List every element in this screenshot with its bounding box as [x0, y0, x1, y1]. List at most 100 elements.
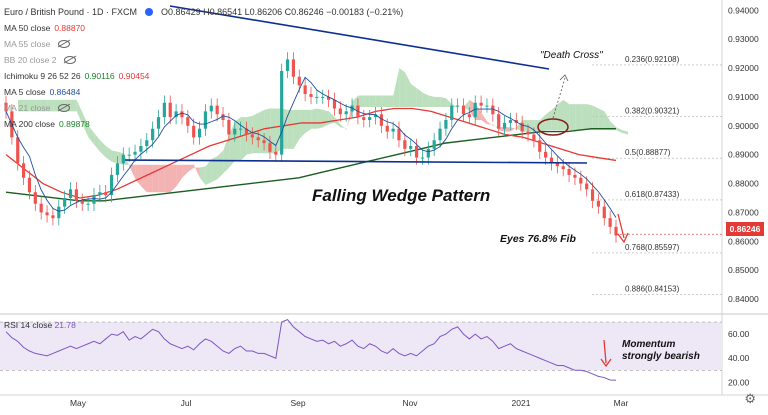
candle-body — [156, 117, 161, 129]
y-tick-label: 0.93000 — [728, 34, 759, 44]
ichimoku-cloud-segment — [410, 83, 417, 108]
ichimoku-cloud-segment — [135, 164, 142, 187]
ichimoku-cloud-segment — [487, 121, 494, 126]
ichimoku-cloud-segment — [557, 99, 564, 131]
y-tick-label: 0.91000 — [728, 92, 759, 102]
candle-body — [39, 203, 43, 213]
hidden-eye-icon[interactable] — [64, 56, 77, 64]
candle-body — [285, 59, 290, 71]
x-tick-label: Sep — [290, 398, 305, 408]
ichimoku-cloud-segment — [598, 108, 605, 131]
indicator-ma200[interactable]: MA 200 close 0.89878 — [4, 116, 403, 132]
candle-body — [115, 163, 120, 175]
ichimoku-cloud-segment — [170, 164, 177, 193]
ichimoku-cloud-segment — [100, 140, 106, 158]
indicator-ma50[interactable]: MA 50 close 0.88870 — [4, 20, 403, 36]
candle-body — [21, 163, 26, 178]
ichimoku-cloud-segment — [317, 108, 323, 129]
ichimoku-cloud-segment — [616, 127, 623, 134]
ohlc-values: O0.86429 H0.86541 L0.86206 C0.86246 −0.0… — [161, 6, 404, 17]
ichimoku-cloud-segment — [575, 104, 582, 131]
ichimoku-cloud-segment — [393, 68, 400, 108]
candle-body — [590, 189, 595, 201]
symbol-title[interactable]: Euro / British Pound · 1D · FXCM — [4, 6, 138, 17]
candle-body — [168, 102, 172, 118]
rsi-legend[interactable]: RSI 14 close 21.78 — [4, 320, 76, 330]
ichimoku-cloud-segment — [211, 156, 218, 183]
candle-body — [250, 134, 254, 138]
ichimoku-cloud-segment — [540, 114, 546, 132]
gear-icon[interactable]: ⚙ — [744, 391, 756, 406]
candle-body — [121, 154, 125, 164]
ichimoku-cloud-segment — [334, 117, 341, 128]
candle-body — [127, 154, 131, 156]
ichimoku-cloud-segment — [504, 127, 511, 132]
ichimoku-cloud-segment — [434, 96, 441, 108]
indicator-label: MA 200 close — [4, 118, 56, 129]
ichimoku-cloud-segment — [622, 130, 628, 135]
candle-body — [432, 140, 436, 149]
ichimoku-cloud-segment — [387, 95, 394, 108]
ichimoku-cloud-segment — [493, 124, 499, 131]
candle-body — [256, 137, 260, 141]
ichimoku-cloud-segment — [287, 109, 294, 149]
indicator-ichimoku[interactable]: Ichimoku 9 26 52 26 0.90116 0.90454 — [4, 68, 403, 84]
candle-body — [532, 134, 536, 141]
ichimoku-cloud-segment — [70, 99, 77, 112]
y-tick-label: 0.92000 — [728, 63, 759, 73]
x-tick-label: 2021 — [512, 398, 531, 408]
candle-body — [180, 111, 184, 118]
candle-body — [227, 120, 231, 135]
candle-body — [456, 105, 460, 107]
momentum-arrow — [603, 339, 607, 364]
candle-body — [303, 85, 307, 95]
candle-body — [362, 117, 366, 121]
ichimoku-cloud-segment — [381, 95, 388, 108]
candle-body — [467, 114, 471, 118]
live-dot-icon — [145, 8, 154, 16]
candle-body — [4, 102, 8, 112]
ichimoku-cloud-segment — [18, 99, 24, 112]
indicator-ma21[interactable]: MA 21 close — [4, 100, 403, 116]
ichimoku-cloud-segment — [610, 121, 617, 131]
momentum-label: Momentum — [622, 339, 676, 350]
ichimoku-cloud-segment — [592, 105, 599, 131]
candle-body — [291, 59, 296, 77]
ichimoku-cloud-segment — [246, 115, 253, 155]
ichimoku-cloud-segment — [76, 99, 83, 125]
ichimoku-cloud-segment — [94, 133, 101, 152]
candle-body — [326, 96, 331, 100]
candle-body — [109, 174, 114, 196]
y-tick-label: 0.87000 — [728, 207, 759, 217]
ichimoku-cloud-segment — [235, 117, 241, 161]
candle-body — [239, 128, 243, 130]
target-arrow — [617, 213, 625, 239]
candle-body — [403, 140, 407, 149]
candle-body — [473, 102, 477, 118]
indicator-label: MA 50 close — [4, 22, 51, 33]
indicator-ma5[interactable]: MA 5 close 0.86484 — [4, 84, 403, 100]
hidden-eye-icon[interactable] — [58, 40, 71, 48]
candle-body — [215, 105, 219, 115]
candle-body — [585, 183, 589, 190]
indicator-value: 0.86484 — [49, 86, 81, 97]
pattern-label: Falling Wedge Pattern — [312, 186, 491, 205]
candle-body — [74, 189, 78, 201]
indicator-bb20[interactable]: BB 20 close 2 — [4, 52, 403, 68]
y-tick-label: 0.86000 — [728, 236, 759, 246]
candle-body — [63, 197, 67, 207]
candle-body — [379, 114, 383, 126]
candle-body — [309, 94, 313, 97]
ichimoku-cloud-segment — [199, 166, 206, 185]
candle-body — [51, 215, 55, 219]
candle-body — [338, 108, 342, 115]
hidden-eye-icon[interactable] — [58, 104, 71, 112]
y-tick-label: 0.88000 — [728, 179, 759, 189]
last-price-tag: 0.86246 — [726, 222, 764, 236]
wedge-upper-trendline — [169, 5, 550, 70]
candle-body — [549, 157, 554, 164]
indicator-ma55[interactable]: MA 55 close — [4, 36, 403, 52]
symbol-header: Euro / British Pound · 1D · FXCM O0.8642… — [4, 4, 403, 20]
